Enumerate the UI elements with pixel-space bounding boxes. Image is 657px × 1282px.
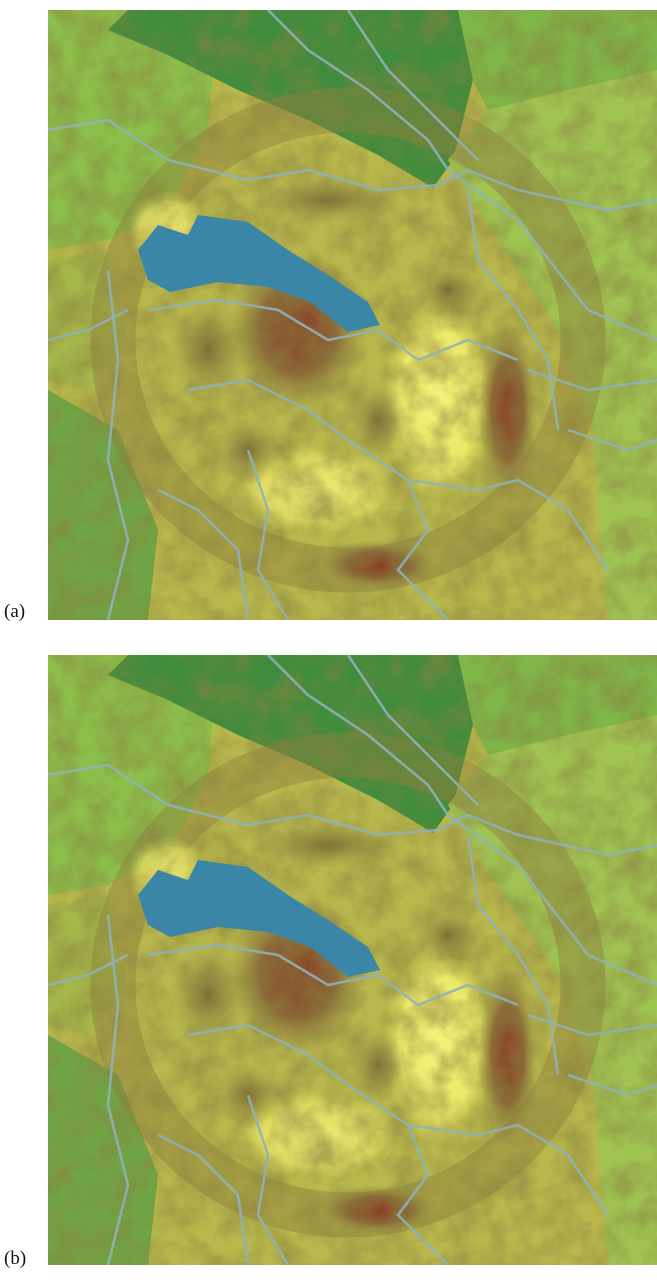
panel-label: (b) [4,1248,26,1269]
figure: (a) (b) [0,0,657,1277]
page: (a) (b) (() => { const data = JSON.parse… [0,0,657,1277]
terrain-map [48,10,657,620]
terrain-map [48,655,657,1265]
panel-label: (a) [4,601,25,622]
